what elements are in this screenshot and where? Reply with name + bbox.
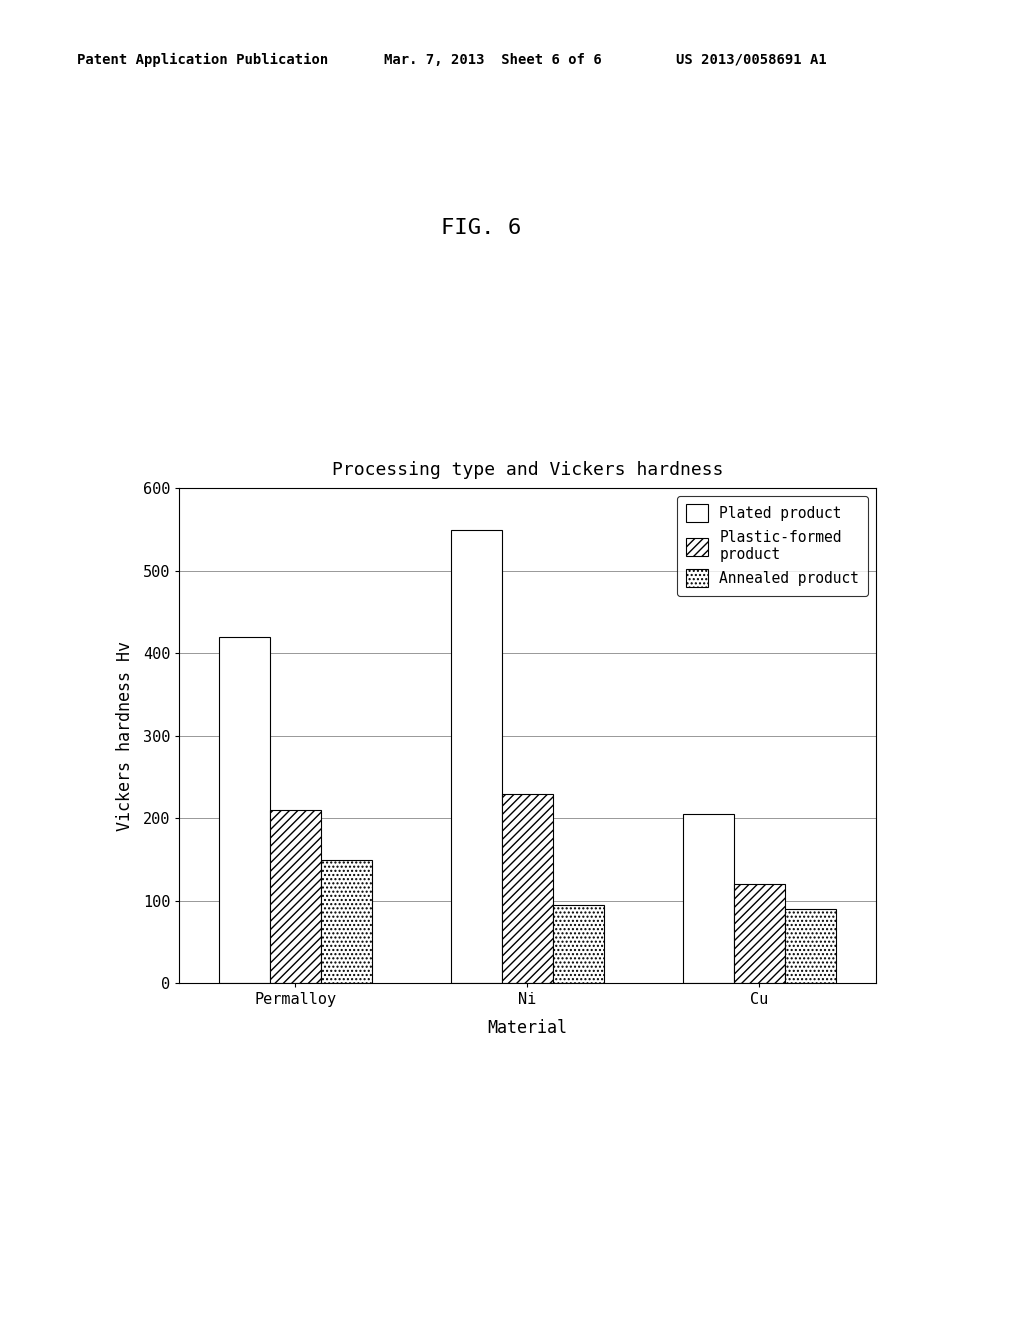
Bar	[321, 859, 372, 983]
Bar	[451, 529, 502, 983]
X-axis label: Material: Material	[487, 1019, 567, 1036]
Bar	[219, 636, 269, 983]
Bar	[502, 793, 553, 983]
Text: Mar. 7, 2013  Sheet 6 of 6: Mar. 7, 2013 Sheet 6 of 6	[384, 53, 602, 67]
Bar	[734, 884, 785, 983]
Text: Patent Application Publication: Patent Application Publication	[77, 53, 328, 67]
Text: US 2013/0058691 A1: US 2013/0058691 A1	[676, 53, 826, 67]
Bar	[785, 909, 836, 983]
Bar	[269, 810, 321, 983]
Text: FIG. 6: FIG. 6	[441, 218, 521, 238]
Y-axis label: Vickers hardness Hv: Vickers hardness Hv	[117, 642, 134, 830]
Bar	[553, 906, 604, 983]
Bar	[683, 814, 734, 983]
Title: Processing type and Vickers hardness: Processing type and Vickers hardness	[332, 461, 723, 479]
Legend: Plated product, Plastic-formed
product, Annealed product: Plated product, Plastic-formed product, …	[677, 496, 868, 595]
